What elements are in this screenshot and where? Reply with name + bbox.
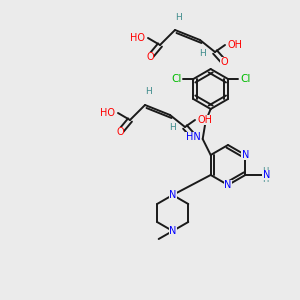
Text: O: O — [116, 127, 124, 137]
Text: H: H — [145, 88, 152, 97]
Text: O: O — [190, 132, 198, 142]
Text: HN: HN — [186, 132, 201, 142]
Text: OH: OH — [228, 40, 243, 50]
Text: N: N — [169, 226, 176, 236]
Text: OH: OH — [198, 115, 213, 125]
Text: H: H — [262, 175, 268, 184]
Text: H: H — [199, 49, 206, 58]
Text: N: N — [242, 150, 249, 160]
Text: O: O — [220, 57, 228, 67]
Text: HO: HO — [130, 33, 145, 43]
Text: Cl: Cl — [171, 74, 181, 84]
Text: O: O — [146, 52, 154, 62]
Text: HO: HO — [100, 108, 115, 118]
Text: H: H — [175, 13, 182, 22]
Text: H: H — [169, 124, 176, 133]
Text: Cl: Cl — [240, 74, 250, 84]
Text: H: H — [262, 167, 268, 176]
Text: N: N — [169, 190, 176, 200]
Text: N: N — [263, 170, 271, 180]
Text: N: N — [224, 180, 232, 190]
